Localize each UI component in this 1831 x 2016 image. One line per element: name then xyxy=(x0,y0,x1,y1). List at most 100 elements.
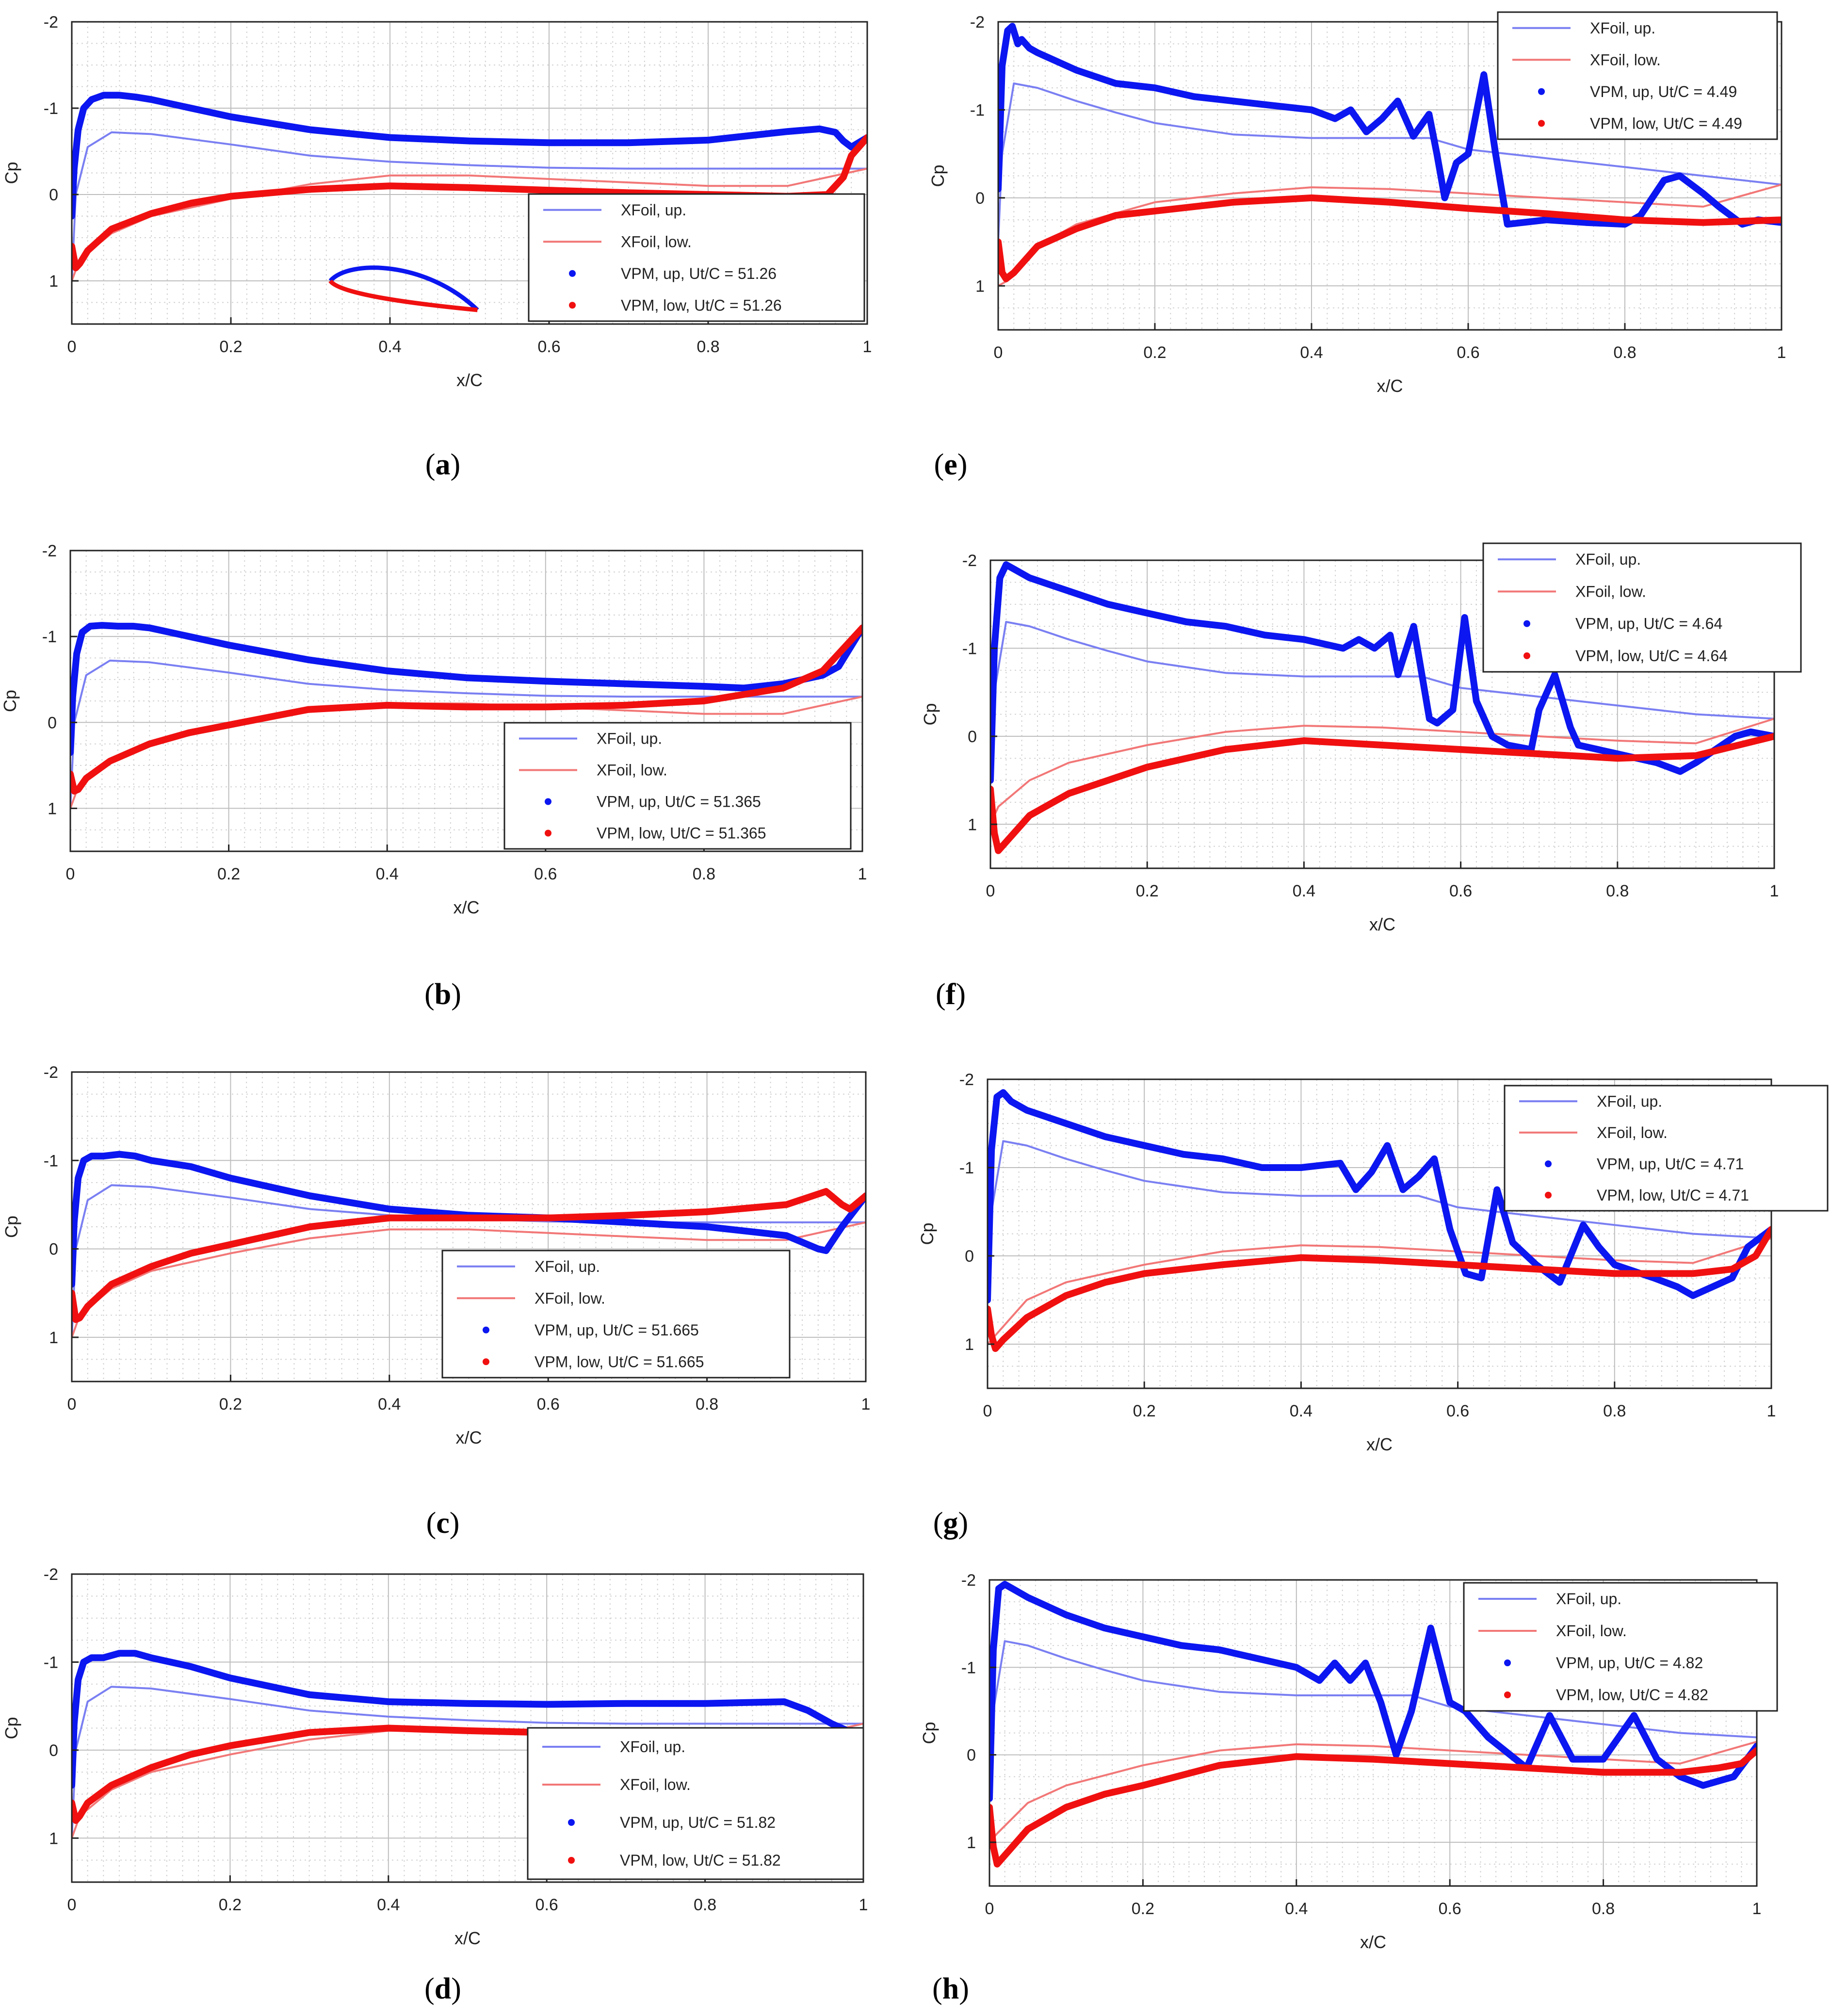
x-tick-label: 0.6 xyxy=(1449,882,1472,900)
legend-entry-label: VPM, low, Ut/C = 51.82 xyxy=(620,1852,781,1869)
legend-entry-label: XFoil, low. xyxy=(535,1289,605,1307)
legend-box xyxy=(441,1250,791,1379)
x-axis-label: x/C xyxy=(1366,1434,1393,1454)
legend: XFoil, up. XFoil, low. VPM, up, Ut/C = 4.4… xyxy=(1497,11,1778,140)
y-tick-label: 1 xyxy=(48,799,57,818)
x-tick-label: 0.2 xyxy=(1143,343,1166,362)
panel-caption: (f) xyxy=(936,978,966,1011)
x-tick-label: 0.4 xyxy=(1293,882,1315,900)
legend: XFoil, up. XFoil, low. VPM, up, Ut/C = 51.… xyxy=(441,1250,791,1379)
panel-caption-letter: d xyxy=(435,1972,451,2005)
x-axis-label: x/C xyxy=(454,1928,481,1948)
legend-entry-label: VPM, low, Ut/C = 51.365 xyxy=(597,825,766,842)
legend: XFoil, up. XFoil, low. VPM, up, Ut/C = 4.7… xyxy=(1504,1085,1829,1212)
x-tick-label: 0.8 xyxy=(1613,343,1636,362)
legend-entry-label: VPM, up, Ut/C = 51.365 xyxy=(597,793,761,811)
y-tick-label: -2 xyxy=(970,13,985,32)
y-tick-label: 1 xyxy=(965,1335,974,1354)
vpm-upper-markers xyxy=(998,23,1782,228)
vpm-upper-markers xyxy=(70,622,862,756)
y-tick-label: -2 xyxy=(44,13,58,32)
legend-entry-label: VPM, up, Ut/C = 4.64 xyxy=(1575,615,1722,633)
legend-vpm-up-swatch xyxy=(483,1326,489,1333)
x-tick-label: 0.4 xyxy=(1290,1402,1312,1420)
legend-entry-label: XFoil, up. xyxy=(620,1738,685,1756)
xfoil-upper-line xyxy=(990,621,1774,781)
legend-vpm-low-swatch xyxy=(1545,1191,1552,1199)
x-tick-label: 0.6 xyxy=(1457,343,1479,362)
y-tick-label: 0 xyxy=(49,1240,58,1259)
legend-entry-label: XFoil, low. xyxy=(621,233,692,250)
y-tick-label: -2 xyxy=(959,1071,974,1089)
legend-entry-label: VPM, low, Ut/C = 4.49 xyxy=(1590,114,1742,132)
x-tick-label: 0 xyxy=(66,865,75,883)
x-tick-label: 0.6 xyxy=(1446,1402,1469,1420)
y-tick-label: 0 xyxy=(975,189,985,208)
x-axis-label: x/C xyxy=(1360,1932,1386,1952)
x-tick-label: 0.8 xyxy=(697,338,719,356)
legend-entry-label: VPM, low, Ut/C = 51.26 xyxy=(621,296,782,314)
series-group xyxy=(998,23,1782,287)
legend-box xyxy=(1504,1085,1829,1212)
axes-box xyxy=(71,21,868,325)
legend-entry-label: XFoil, up. xyxy=(597,730,662,748)
vpm-upper-markers xyxy=(988,1089,1771,1303)
x-tick-label: 0.4 xyxy=(378,338,401,356)
legend-entry-label: VPM, up, Ut/C = 51.82 xyxy=(620,1814,776,1831)
y-tick-label: -1 xyxy=(959,1159,974,1177)
series-group xyxy=(990,561,1774,854)
legend-entry-label: VPM, up, Ut/C = 4.49 xyxy=(1590,83,1737,100)
xfoil-lower-line xyxy=(990,717,1774,826)
legend-entry-label: VPM, low, Ut/C = 4.82 xyxy=(1556,1686,1708,1704)
legend-vpm-low-swatch xyxy=(569,302,576,309)
legend-vpm-up-swatch xyxy=(1538,88,1545,95)
legend: XFoil, up. XFoil, low. VPM, up, Ut/C = 51.… xyxy=(528,193,865,322)
axes-box xyxy=(69,550,863,852)
airfoil-upper-surface xyxy=(328,265,479,312)
x-tick-label: 0 xyxy=(985,1900,994,1918)
legend-entry-label: XFoil, up. xyxy=(1590,19,1655,37)
x-tick-label: 0.4 xyxy=(1300,343,1323,362)
y-tick-label: -2 xyxy=(962,552,977,570)
legend-entry-label: XFoil, low. xyxy=(1556,1622,1627,1640)
y-tick-label: 0 xyxy=(49,1741,58,1760)
x-tick-label: 0.8 xyxy=(693,865,715,883)
legend-entry-label: XFoil, up. xyxy=(621,201,686,219)
axes-box xyxy=(997,21,1782,331)
legend: XFoil, up. XFoil, low. VPM, up, Ut/C = 4.8… xyxy=(1463,1582,1778,1712)
y-axis-label: Cp xyxy=(928,164,948,187)
legend-box xyxy=(1482,542,1802,673)
x-tick-label: 0.2 xyxy=(1136,882,1159,900)
legend-box xyxy=(1497,11,1778,140)
airfoil-lower-surface xyxy=(328,279,478,312)
x-axis-label: x/C xyxy=(454,897,480,917)
y-tick-label: 0 xyxy=(967,1746,976,1765)
vpm-upper-markers xyxy=(72,1151,866,1288)
vpm-upper-markers xyxy=(990,561,1774,784)
legend-box xyxy=(527,1727,864,1880)
vpm-lower-markers xyxy=(988,1226,1771,1352)
x-tick-label: 0.2 xyxy=(217,865,240,883)
x-tick-label: 0.6 xyxy=(537,1395,560,1414)
panel-caption-letter: h xyxy=(942,1972,959,2005)
vpm-lower-markers xyxy=(998,194,1782,282)
x-tick-label: 0 xyxy=(983,1402,992,1420)
vpm-lower-markers xyxy=(72,1188,866,1323)
x-tick-label: 0.8 xyxy=(1606,882,1629,900)
legend-entry-label: VPM, low, Ut/C = 51.665 xyxy=(535,1353,704,1370)
legend-vpm-low-swatch xyxy=(483,1358,489,1366)
x-axis-label: x/C xyxy=(456,1428,482,1447)
xfoil-upper-line xyxy=(72,1184,866,1338)
y-axis-label: Cp xyxy=(1,162,21,184)
x-tick-label: 1 xyxy=(1777,343,1786,362)
x-tick-label: 0.4 xyxy=(377,1896,400,1914)
y-axis-label: Cp xyxy=(1,1216,21,1238)
x-tick-label: 1 xyxy=(1752,1900,1762,1918)
legend: XFoil, up. XFoil, low. VPM, up, Ut/C = 4.6… xyxy=(1482,542,1802,673)
y-tick-label: -2 xyxy=(42,542,57,560)
legend-entry-label: XFoil, low. xyxy=(597,762,667,779)
